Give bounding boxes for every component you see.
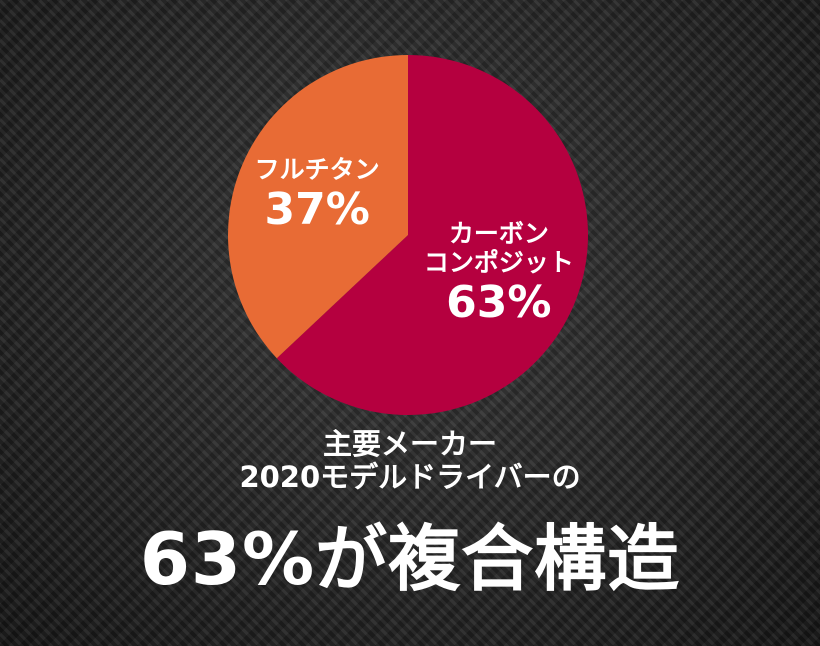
slice-value: 37% [264, 183, 370, 235]
caption: 主要メーカー 2020モデルドライバーの [239, 427, 581, 495]
pie-slice [227, 55, 408, 359]
slice-label: カーボン コンポジット [423, 218, 574, 277]
pie-slice [276, 55, 588, 415]
slice-value: 63% [446, 276, 552, 328]
slice-label: フルチタン [254, 154, 380, 184]
headline: 63%が複合構造 [139, 517, 681, 601]
